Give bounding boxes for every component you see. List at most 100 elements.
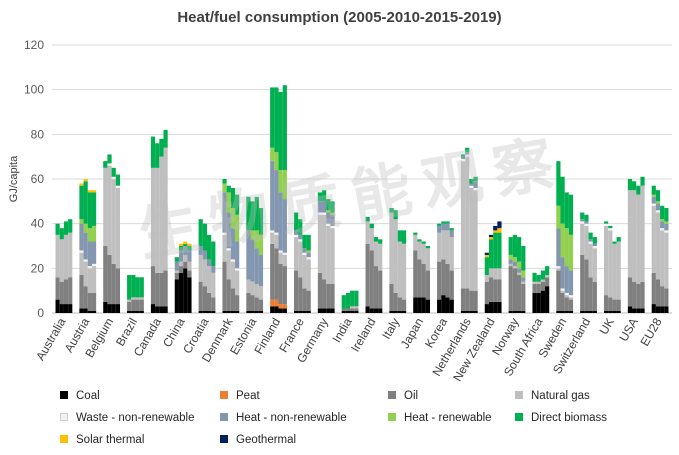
bar-segment (326, 283, 331, 309)
legend-swatch (220, 391, 228, 399)
bar-segment (79, 223, 84, 251)
bar-segment (413, 234, 418, 251)
bar-segment (592, 281, 597, 311)
bar-segment (484, 275, 489, 282)
bar-segment (278, 170, 283, 193)
bar-segment (540, 270, 546, 280)
bar-segment (183, 261, 188, 269)
bar-segment (449, 230, 454, 238)
bar-segment (202, 250, 207, 260)
bar-segment (246, 279, 251, 293)
bar-segment (393, 310, 398, 313)
bar-segment (640, 308, 645, 313)
bar-segment (603, 225, 609, 296)
bar-segment (274, 306, 279, 313)
bar-segment (545, 266, 550, 276)
legend-label: Direct biomass (531, 412, 608, 424)
bar-segment (293, 237, 299, 271)
y-tick-label: 120 (24, 38, 44, 52)
bar-segment (632, 181, 637, 191)
bar-segment (198, 254, 203, 282)
bar-segment (341, 308, 346, 311)
bar-segment (632, 281, 637, 309)
bar-segment (660, 228, 665, 231)
bar-segment (298, 310, 303, 313)
bar-segment (354, 306, 359, 309)
bar-segment (608, 310, 613, 313)
bar-segment (345, 308, 351, 311)
bar-segment (521, 277, 526, 282)
bar-segment (632, 190, 637, 282)
bar-segment (306, 259, 311, 291)
bar-segment (278, 91, 283, 171)
legend-swatch (220, 435, 228, 443)
bar-segment (111, 167, 116, 177)
bar-segment (592, 246, 597, 249)
legend-label: Geothermal (236, 434, 297, 446)
bar-segment (636, 308, 641, 313)
bar-segment (202, 223, 207, 251)
bar-segment (282, 85, 287, 171)
bar-segment (651, 196, 656, 204)
bar-segment (187, 270, 192, 278)
bar-segment (441, 295, 446, 313)
bar-segment (341, 295, 346, 309)
bar-segment (322, 201, 327, 213)
bar-segment (580, 223, 585, 255)
bar-segment (207, 292, 212, 311)
bar-segment (211, 272, 216, 298)
bar-segment (664, 232, 669, 289)
bar-segment (278, 250, 283, 253)
bar-segment (560, 257, 565, 289)
bar-segment (460, 156, 466, 159)
bar-segment (556, 310, 561, 313)
bar-segment (497, 232, 502, 269)
legend-item: Peat (220, 390, 260, 402)
bar-segment (235, 268, 240, 271)
bar-segment (254, 196, 259, 231)
bar-segment (254, 310, 259, 313)
bar-segment (211, 241, 216, 267)
bar-segment (274, 152, 279, 171)
bar-segment (83, 223, 88, 233)
legend-swatch (515, 391, 523, 399)
bar-segment (222, 261, 227, 311)
bar-segment (155, 167, 160, 273)
bar-segment (183, 254, 188, 262)
bar-segment (365, 243, 370, 307)
bar-segment (532, 292, 537, 313)
bar-segment (664, 223, 669, 231)
bar-segment (521, 283, 526, 311)
bar-segment (226, 192, 231, 213)
bar-segment (258, 208, 264, 235)
bar-segment (302, 248, 307, 253)
bar-segment (63, 221, 69, 235)
bar-segment (627, 190, 633, 278)
bar-segment (560, 310, 565, 313)
bar-segment (540, 290, 546, 313)
bar-segment (278, 304, 283, 309)
bar-segment (536, 283, 541, 293)
bar-segment (163, 306, 168, 313)
bar-segment (580, 254, 585, 311)
bar-segment (330, 201, 335, 213)
bar-segment (473, 290, 478, 311)
bar-segment (354, 290, 359, 307)
bar-segment (211, 266, 216, 273)
bar-segment (473, 181, 478, 188)
bar-segment (163, 270, 168, 307)
bar-segment (83, 181, 88, 224)
legend-item: Natural gas (515, 390, 590, 402)
bar-segment (564, 295, 569, 298)
bar-segment (326, 212, 331, 224)
bar-segment (484, 252, 489, 255)
bar-segment (488, 301, 494, 313)
bar-segment (63, 279, 69, 305)
bar-segment (545, 286, 550, 313)
bar-segment (603, 310, 609, 313)
bar-segment (608, 225, 613, 229)
bar-segment (397, 241, 402, 298)
bar-segment (103, 167, 108, 246)
bar-segment (393, 210, 398, 220)
bar-segment (198, 219, 203, 246)
